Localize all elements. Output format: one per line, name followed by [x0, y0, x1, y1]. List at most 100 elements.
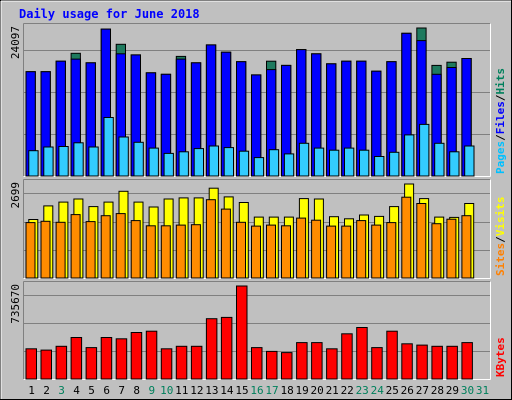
bar-kbytes-day-17	[266, 350, 278, 380]
bar-kbytes-day-4	[70, 337, 83, 380]
panel-middle-ymax-label: 2699	[9, 182, 22, 209]
x-tick-label-day-25: 25	[386, 384, 399, 397]
bar-pages-day-21	[329, 149, 340, 177]
bar-kbytes-day-24	[371, 347, 383, 380]
x-tick-label-day-27: 27	[416, 384, 429, 397]
bar-sites-day-2	[40, 220, 51, 279]
x-tick-label-day-2: 2	[43, 384, 50, 397]
x-tick-label-day-17: 17	[265, 384, 278, 397]
x-tick-label-day-6: 6	[103, 384, 110, 397]
series-kbytes	[25, 285, 473, 380]
x-axis-labels: 1 2 3 4 5 6 7 8 9 10 11 12 13 14 15 16 17 18 19 20 21 22 23 24 2…	[28, 384, 489, 397]
bar-kbytes-day-20	[311, 342, 323, 380]
bar-kbytes-day-25	[386, 330, 398, 380]
x-tick-label-day-22: 22	[341, 384, 354, 397]
bar-pages-day-11	[178, 151, 189, 177]
bar-pages-day-13	[208, 145, 219, 177]
bar-sites-day-1	[25, 222, 36, 279]
panel-bottom-series-label: KBytes	[494, 337, 507, 377]
bar-pages-day-3	[58, 146, 69, 177]
x-tick-label-day-10: 10	[160, 384, 173, 397]
panel-middle-series-label-part: /	[494, 236, 507, 243]
bar-pages-day-14	[223, 147, 234, 177]
x-tick-label-day-14: 14	[220, 384, 234, 397]
bar-kbytes-day-5	[85, 347, 98, 380]
bar-kbytes-day-16	[251, 347, 263, 380]
bar-kbytes-day-10	[160, 348, 173, 380]
bar-sites-day-5	[85, 221, 96, 279]
bar-pages-day-18	[283, 153, 295, 177]
panel-top-series-label-part: /	[494, 134, 507, 141]
x-tick-label-day-5: 5	[88, 384, 95, 397]
panel-middle-series-label-part: Sites	[494, 243, 507, 276]
bar-pages-day-8	[133, 141, 144, 177]
bar-sites-day-29	[446, 218, 457, 279]
bar-kbytes-day-9	[145, 330, 158, 380]
bar-pages-day-10	[163, 152, 174, 177]
bar-kbytes-day-19	[296, 342, 308, 380]
bar-sites-day-11	[175, 224, 186, 279]
bar-sites-day-27	[416, 203, 427, 279]
bar-kbytes-day-1	[25, 348, 37, 380]
bar-pages-day-20	[313, 147, 325, 177]
x-tick-label-day-11: 11	[175, 384, 188, 397]
x-tick-label-day-18: 18	[280, 384, 293, 397]
panel-top-series-label-part: Pages	[494, 141, 507, 174]
bar-sites-day-18	[281, 225, 291, 279]
bar-sites-day-9	[145, 225, 156, 279]
bar-sites-day-21	[326, 225, 337, 279]
bar-sites-day-12	[190, 224, 201, 279]
bar-kbytes-day-18	[281, 352, 293, 380]
bar-sites-day-28	[431, 223, 442, 279]
panel-middle-series-label: Sites/Visits	[494, 197, 507, 277]
x-tick-label-day-21: 21	[326, 384, 339, 397]
bar-pages-day-30	[464, 145, 475, 177]
x-tick-label-day-30: 30	[461, 384, 474, 397]
x-tick-label-day-24: 24	[371, 384, 385, 397]
bar-sites-day-8	[130, 220, 141, 279]
bar-pages-day-5	[88, 146, 99, 177]
bar-kbytes-day-21	[326, 348, 338, 380]
bar-kbytes-day-15	[236, 285, 248, 380]
bar-kbytes-day-2	[40, 349, 52, 380]
bar-kbytes-day-26	[401, 343, 413, 380]
panel-top-series-label: Pages/Files/Hits	[494, 68, 507, 174]
bar-kbytes-day-11	[175, 345, 188, 380]
bar-pages-day-15	[238, 150, 250, 177]
x-tick-label-day-12: 12	[190, 384, 203, 397]
bar-sites-day-7	[115, 213, 126, 279]
bar-sites-day-15	[236, 221, 246, 279]
bar-sites-day-22	[341, 225, 352, 279]
panel-bottom: 735670 KBytes	[9, 281, 507, 380]
x-tick-label-day-19: 19	[295, 384, 308, 397]
bar-pages-day-26	[404, 134, 415, 177]
bar-pages-day-24	[374, 156, 385, 177]
bar-kbytes-day-28	[431, 345, 443, 380]
x-tick-label-day-4: 4	[73, 384, 80, 397]
x-tick-label-day-8: 8	[133, 384, 140, 397]
bar-kbytes-day-27	[416, 344, 428, 380]
bar-pages-day-1	[28, 150, 39, 177]
x-tick-label-day-23: 23	[356, 384, 369, 397]
bar-sites-day-10	[160, 225, 171, 279]
panel-top-series-label-part: Files	[494, 101, 507, 134]
bar-kbytes-day-30	[461, 342, 473, 380]
x-tick-label-day-1: 1	[28, 384, 35, 397]
bar-sites-day-30	[461, 215, 472, 279]
series-files	[25, 28, 472, 177]
x-tick-label-day-29: 29	[446, 384, 459, 397]
bar-kbytes-day-29	[446, 345, 458, 380]
x-tick-label-day-9: 9	[148, 384, 155, 397]
series-pages	[28, 117, 475, 177]
bar-pages-day-28	[434, 142, 445, 177]
bar-kbytes-day-6	[100, 337, 113, 380]
bar-sites-day-25	[386, 222, 397, 279]
x-tick-label-day-3: 3	[58, 384, 65, 397]
series-sites	[25, 196, 472, 279]
bar-pages-day-19	[298, 142, 310, 177]
bar-pages-day-7	[118, 136, 129, 177]
bar-kbytes-day-14	[220, 316, 233, 380]
